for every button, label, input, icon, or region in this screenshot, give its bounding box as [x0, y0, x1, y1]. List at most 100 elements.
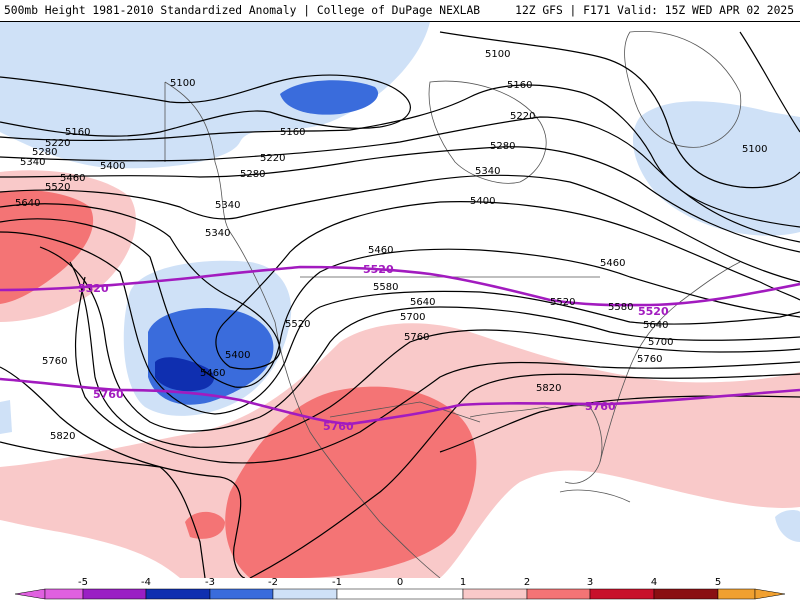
colorbar-swatch-neg3	[145, 588, 211, 600]
neg-anomaly-small-right	[775, 509, 800, 542]
colorbar-label-2: 2	[524, 578, 530, 588]
colorbar-swatch-pos2	[526, 588, 591, 600]
gulf-coast	[469, 405, 603, 484]
anomaly-map: 5100 5100 5100 5160 5160 5160 5220 5220 …	[0, 22, 800, 578]
label-5100-ne: 5100	[742, 144, 767, 155]
contour-5100-a	[0, 74, 411, 137]
colorbar-label-neg2: -2	[268, 578, 278, 588]
colorbar-label-5: 5	[715, 578, 721, 588]
label-5760-purple-w: 5760	[93, 388, 124, 401]
label-5760-purple-c: 5760	[323, 420, 354, 433]
contour-5160-a	[0, 84, 800, 228]
contour-5220	[0, 116, 800, 243]
colorbar-bar	[14, 588, 786, 600]
pos-anomaly-west-pacific-core	[0, 190, 94, 304]
label-5520-c: 5520	[285, 319, 310, 330]
label-5460-low: 5460	[200, 368, 225, 379]
colorbar-label-1: 1	[460, 578, 466, 588]
colorbar-label-neg4: -4	[141, 578, 151, 588]
model-run-info: 12Z GFS | F171 Valid: 15Z WED APR 02 202…	[515, 4, 794, 17]
colorbar-swatch-neg1	[272, 588, 338, 600]
hudson-bay	[428, 80, 547, 184]
label-5220-c: 5220	[260, 153, 285, 164]
colorbar-label-0: 0	[397, 578, 403, 588]
colorbar-arrow-right	[754, 588, 786, 600]
label-5520-purple-c: 5520	[363, 263, 394, 276]
colorbar-swatch-neg2	[209, 588, 274, 600]
colorbar-swatch-neg4	[82, 588, 147, 600]
colorbar-label-neg3: -3	[205, 578, 215, 588]
label-5640-c: 5640	[410, 297, 435, 308]
label-5700-e: 5700	[648, 337, 673, 348]
colorbar-arrow-left	[14, 588, 46, 600]
label-5520-e: 5520	[550, 297, 575, 308]
colorbar-label-neg1: -1	[332, 578, 342, 588]
contour-5520-highlight	[0, 265, 800, 307]
label-5220-w: 5220	[45, 138, 70, 149]
label-5340-w: 5340	[20, 157, 45, 168]
label-5520-purple-e: 5520	[638, 305, 669, 318]
contour-5280	[0, 146, 800, 253]
label-5160-c: 5160	[280, 127, 305, 138]
highlight-contours	[0, 265, 800, 426]
label-5340-n: 5340	[475, 166, 500, 177]
label-5460-c: 5460	[368, 245, 393, 256]
neg-anomaly-northeast	[632, 101, 800, 236]
contour-5760	[0, 366, 800, 578]
contour-5520	[0, 231, 800, 415]
neg-anomaly-small-left	[0, 400, 12, 434]
label-5400-w: 5400	[100, 161, 125, 172]
contour-5700	[74, 276, 800, 464]
contour-5580	[39, 246, 800, 432]
contour-5340	[0, 174, 800, 283]
label-5640-e: 5640	[643, 320, 668, 331]
label-5640-w: 5640	[15, 198, 40, 209]
contour-5100-b	[439, 31, 800, 189]
neg-anomaly-northwest	[0, 22, 430, 169]
label-5520-purple-w: 5520	[78, 282, 109, 295]
label-5820-w: 5820	[50, 431, 75, 442]
mexico-border	[329, 401, 481, 423]
anomaly-colorbar: -5 -4 -3 -2 -1 0 1 2 3 4 5	[0, 578, 800, 600]
height-contours	[0, 31, 800, 578]
label-5760-w: 5760	[42, 356, 67, 367]
colorbar-labels: -5 -4 -3 -2 -1 0 1 2 3 4 5	[78, 578, 721, 588]
cuba-outline	[559, 489, 631, 503]
label-5100-nw: 5100	[170, 78, 195, 89]
colorbar-swatch-neg5	[44, 588, 84, 600]
label-5400-n: 5400	[470, 196, 495, 207]
negative-anomaly-shading	[0, 22, 800, 542]
label-5820-c: 5820	[536, 383, 561, 394]
label-5280-c: 5280	[240, 169, 265, 180]
colorbar-label-3: 3	[587, 578, 593, 588]
contour-5460	[0, 218, 800, 388]
label-5160-w: 5160	[65, 127, 90, 138]
contour-5100-c	[739, 31, 800, 133]
label-5100-n: 5100	[485, 49, 510, 60]
label-5760-purple-e: 5760	[585, 400, 616, 413]
pos-anomaly-pacific-patch	[185, 511, 225, 539]
contour-labels: 5100 5100 5100 5160 5160 5160 5220 5220 …	[15, 49, 767, 442]
positive-anomaly-shading	[0, 170, 800, 578]
label-5340-coast: 5340	[215, 200, 240, 211]
label-5280-w: 5280	[32, 147, 57, 158]
pos-anomaly-mexico-core	[225, 386, 477, 578]
map-header: 500mb Height 1981-2010 Standardized Anom…	[0, 0, 800, 22]
label-5340-pac: 5340	[205, 228, 230, 239]
contour-5400	[0, 201, 800, 370]
alaska-coast	[164, 81, 231, 233]
colorbar-swatch-pos5	[717, 588, 756, 600]
label-5760-e: 5760	[637, 354, 662, 365]
contour-5760-highlight	[0, 377, 800, 426]
colorbar-label-4: 4	[651, 578, 657, 588]
colorbar-swatch-pos1	[462, 588, 528, 600]
neg-anomaly-canada	[280, 80, 379, 115]
greenland-outline	[624, 30, 742, 148]
label-5400-low: 5400	[225, 350, 250, 361]
label-5160-n: 5160	[507, 80, 532, 91]
label-5580-c: 5580	[373, 282, 398, 293]
atlantic-coast	[599, 261, 741, 463]
label-5760-c: 5760	[404, 332, 429, 343]
label-5460-e: 5460	[600, 258, 625, 269]
